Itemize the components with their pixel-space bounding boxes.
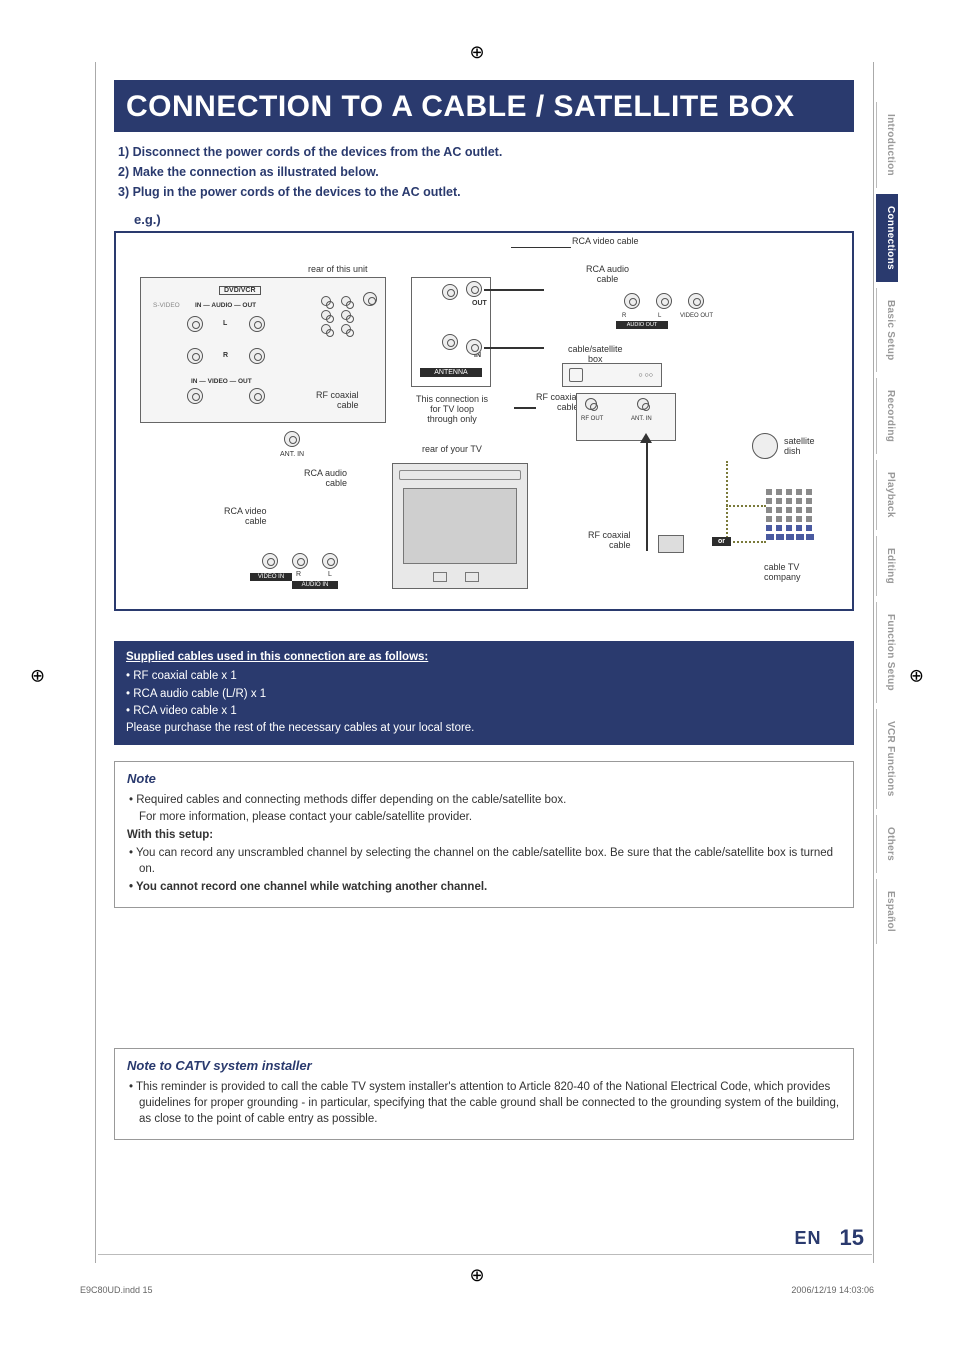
label-audio-out: AUDIO OUT [616, 321, 668, 329]
label-video-in: VIDEO IN [250, 573, 292, 581]
label-L: L [223, 320, 227, 327]
step-3: 3) Plug in the power cords of the device… [118, 182, 854, 202]
example-label: e.g.) [134, 212, 854, 227]
caption-cable-company: cable TV company [764, 563, 801, 583]
label-audio-in-l: L [328, 571, 332, 579]
note-line-2: You can record any unscrambled channel b… [129, 845, 841, 877]
supplied-item-1: • RF coaxial cable x 1 [126, 668, 842, 685]
label-video-out: VIDEO OUT [680, 313, 713, 320]
side-tabs: Introduction Connections Basic Setup Rec… [876, 102, 898, 944]
with-this-setup: With this setup: [127, 827, 841, 843]
setup-steps: 1) Disconnect the power cords of the dev… [118, 142, 854, 202]
caption-cable-sat-box: cable/satellite box [568, 345, 623, 365]
note-catv-title: Note to CATV system installer [127, 1057, 841, 1075]
caption-ant-in-tv: ANT. IN [280, 451, 304, 459]
note-catv-box: Note to CATV system installer This remin… [114, 1048, 854, 1140]
label-svideo: S-VIDEO [153, 302, 180, 309]
label-antenna: ANTENNA [420, 368, 482, 377]
label-audio-in: AUDIO IN [292, 581, 338, 589]
caption-rear-unit: rear of this unit [308, 265, 368, 275]
crop-mark-top: ⊕ [469, 42, 484, 63]
print-meta-left: E9C80UD.indd 15 [80, 1285, 153, 1295]
tab-basic-setup[interactable]: Basic Setup [876, 288, 898, 373]
caption-satellite-dish: satellite dish [784, 437, 815, 457]
caption-rf-coax-left: RF coaxial cable [316, 391, 359, 411]
tab-connections[interactable]: Connections [876, 194, 898, 282]
tab-playback[interactable]: Playback [876, 460, 898, 530]
label-in-video-out: IN — VIDEO — OUT [191, 378, 252, 385]
page-footer: EN 15 [795, 1225, 865, 1251]
tab-vcr-functions[interactable]: VCR Functions [876, 709, 898, 809]
footer-page-number: 15 [840, 1225, 864, 1251]
tab-editing[interactable]: Editing [876, 536, 898, 596]
step-1: 1) Disconnect the power cords of the dev… [118, 142, 854, 162]
label-in-audio-out: IN — AUDIO — OUT [195, 302, 256, 309]
tab-espanol[interactable]: Español [876, 879, 898, 944]
caption-loop-note: This connection is for TV loop through o… [416, 395, 488, 425]
print-metadata: E9C80UD.indd 15 2006/12/19 14:03:06 [80, 1285, 874, 1295]
caption-rca-video-left: RCA video cable [224, 507, 267, 527]
supplied-title: Supplied cables used in this connection … [126, 649, 842, 666]
label-R: R [223, 352, 228, 359]
connection-diagram: RCA video cable rear of this unit RCA au… [114, 231, 854, 611]
crop-mark-right: ⊕ [909, 665, 924, 686]
caption-rf-coax-bottom: RF coaxial cable [588, 531, 631, 551]
step-2: 2) Make the connection as illustrated be… [118, 162, 854, 182]
caption-out: OUT [472, 300, 487, 307]
label-rf-out: RF OUT [581, 416, 603, 423]
label-audio-in-r: R [296, 571, 301, 579]
print-meta-right: 2006/12/19 14:03:06 [791, 1285, 874, 1295]
footer-lang: EN [795, 1228, 822, 1249]
caption-rca-audio-top: RCA audio cable [586, 265, 629, 285]
tab-recording[interactable]: Recording [876, 378, 898, 454]
label-ant-in2: ANT. IN [631, 416, 652, 423]
label-audio-out-r: R [622, 313, 626, 320]
supplied-cables-box: Supplied cables used in this connection … [114, 641, 854, 745]
tab-function-setup[interactable]: Function Setup [876, 602, 898, 703]
footer-rule [98, 1254, 872, 1255]
caption-rf-coax-right: RF coaxial cable [536, 393, 579, 413]
page-title-banner: CONNECTION TO A CABLE / SATELLITE BOX [114, 80, 854, 132]
supplied-item-2: • RCA audio cable (L/R) x 1 [126, 686, 842, 703]
note-line-3: You cannot record one channel while watc… [129, 879, 841, 895]
tab-introduction[interactable]: Introduction [876, 102, 898, 188]
label-or: or [712, 537, 731, 546]
caption-rca-audio-left: RCA audio cable [304, 469, 347, 489]
supplied-footer: Please purchase the rest of the necessar… [126, 720, 842, 737]
caption-rca-video-top: RCA video cable [572, 237, 639, 247]
supplied-item-3: • RCA video cable x 1 [126, 703, 842, 720]
label-audio-out-l: L [658, 313, 661, 320]
note-box: Note Required cables and connecting meth… [114, 761, 854, 908]
label-dvd-vcr: DVD/VCR [219, 286, 261, 295]
note-title: Note [127, 770, 841, 788]
note-line-1: Required cables and connecting methods d… [129, 792, 841, 824]
caption-rear-tv: rear of your TV [422, 445, 482, 455]
crop-mark-left: ⊕ [30, 665, 45, 686]
crop-mark-bottom: ⊕ [469, 1265, 484, 1286]
note-catv-body: This reminder is provided to call the ca… [129, 1079, 841, 1127]
tab-others[interactable]: Others [876, 815, 898, 873]
